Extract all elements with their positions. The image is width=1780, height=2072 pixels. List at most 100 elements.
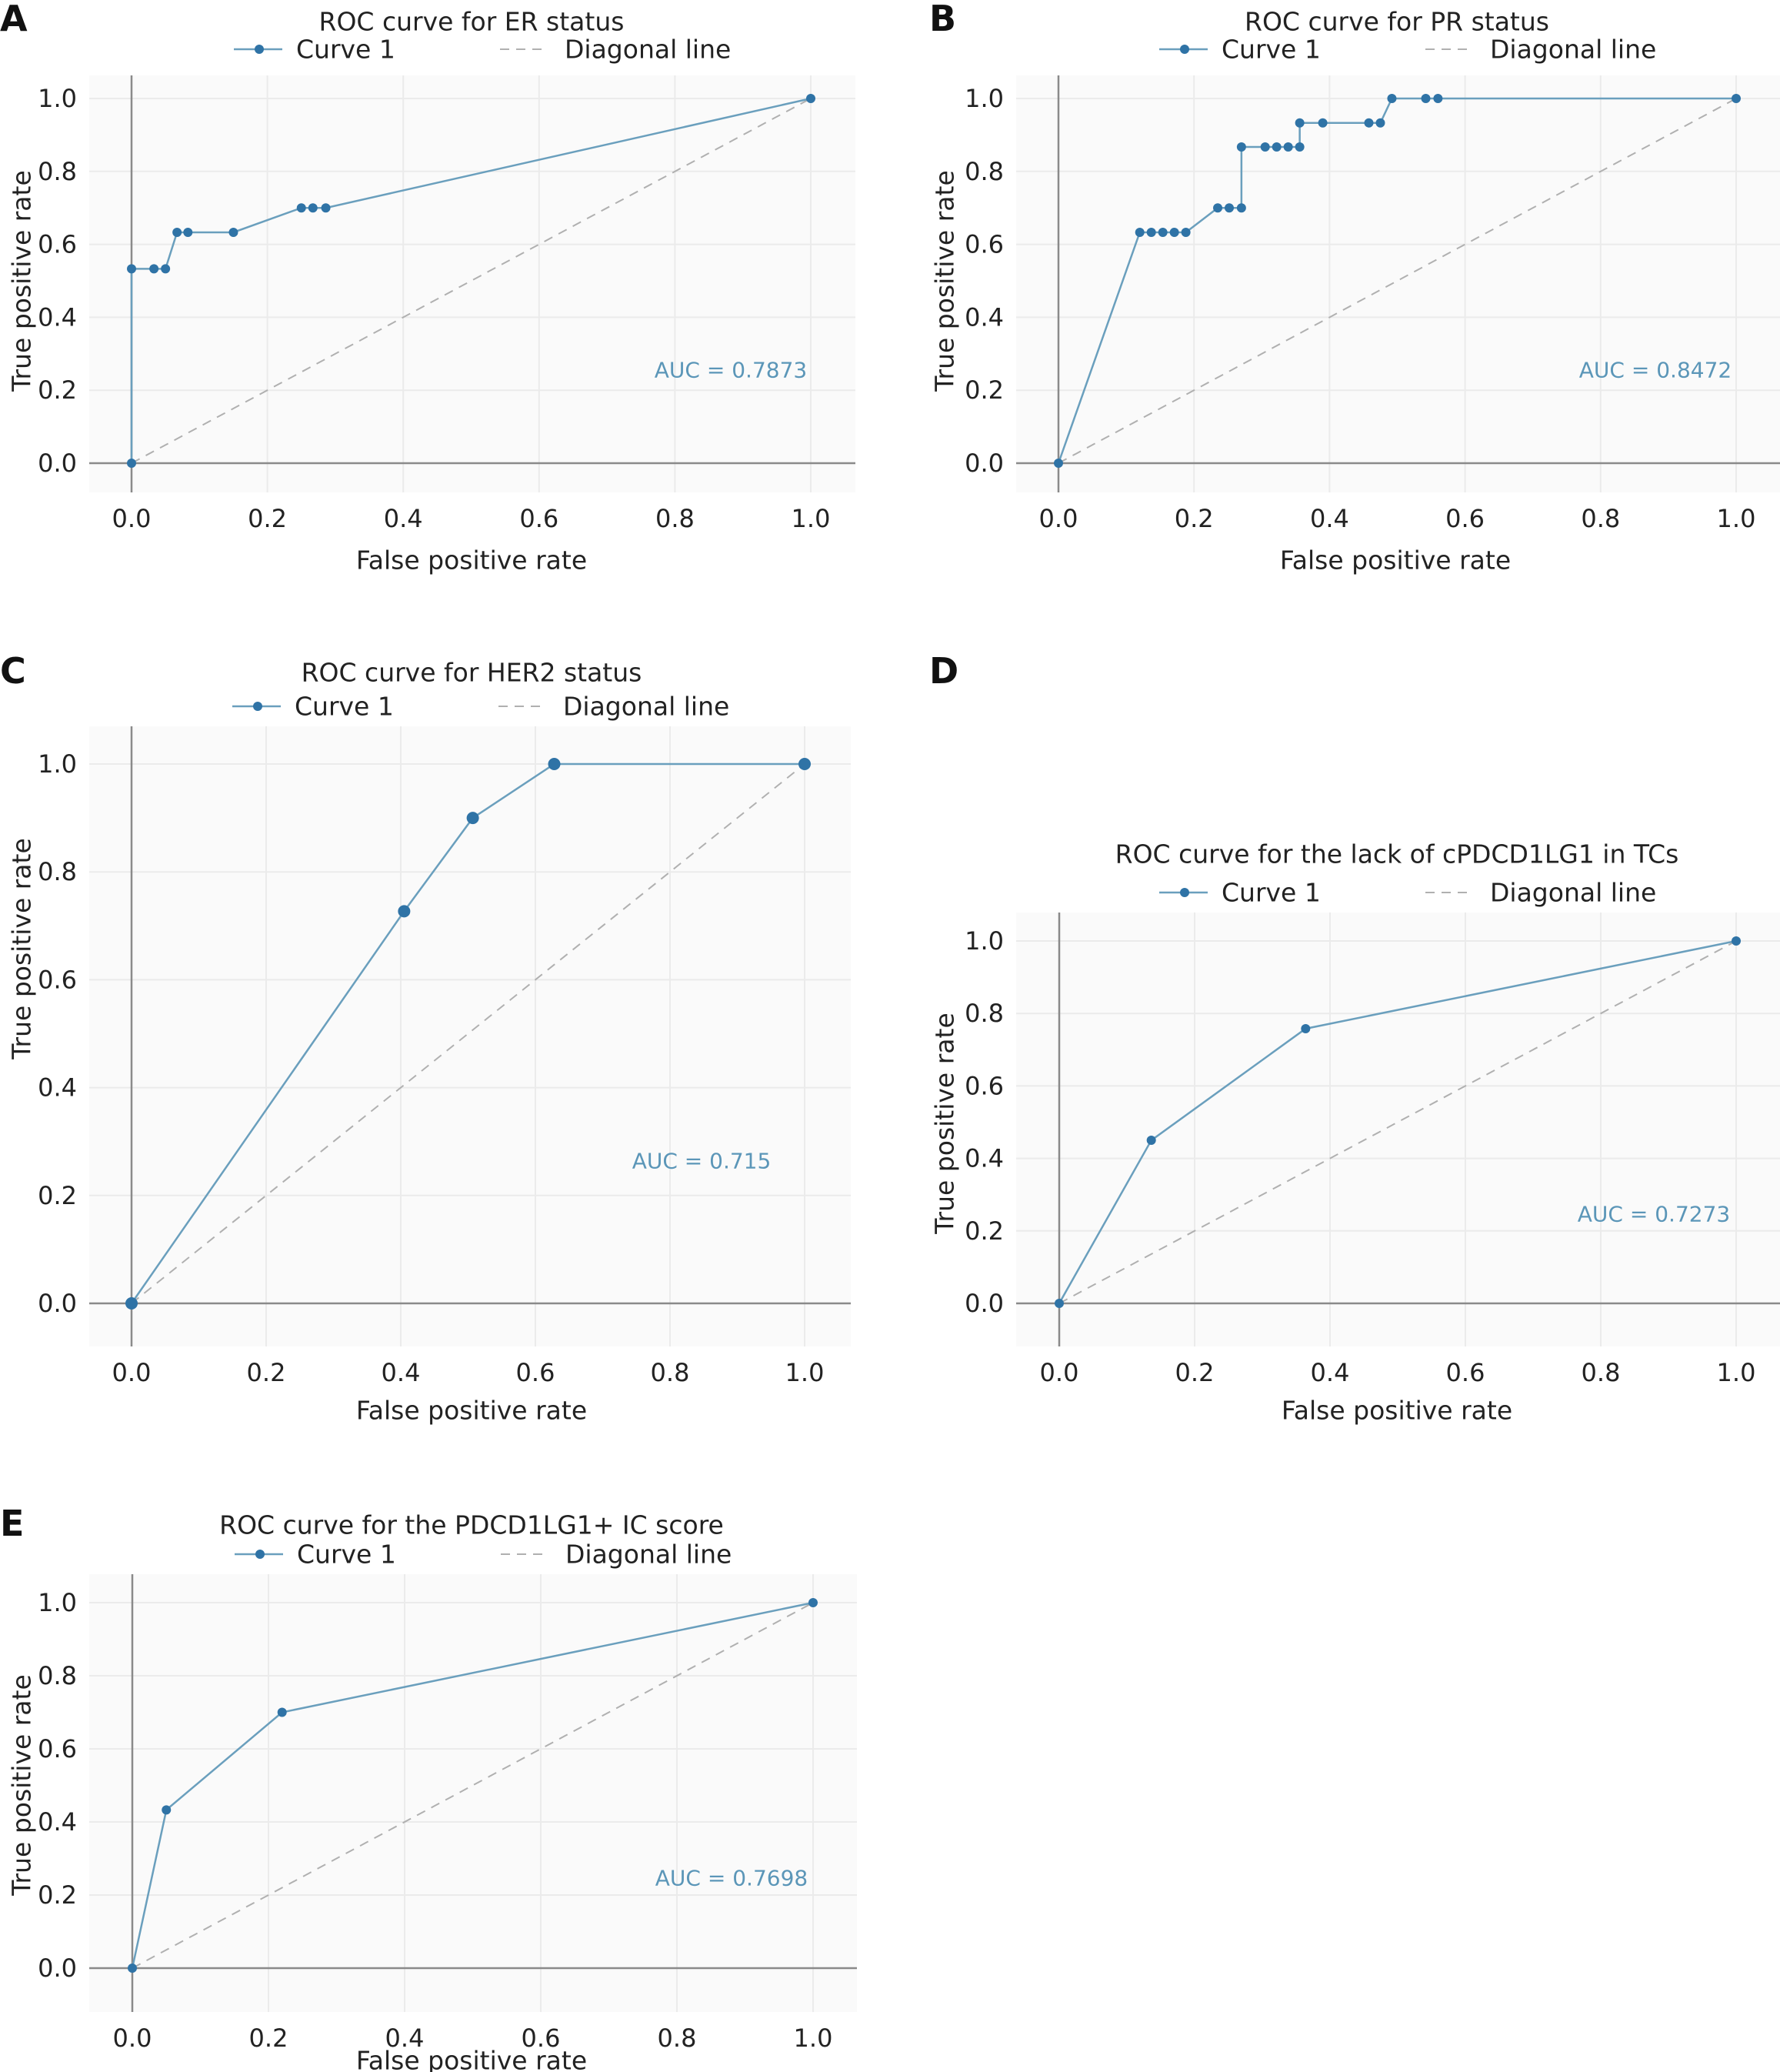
y-axis-label: True positive rate (930, 1013, 960, 1235)
roc-point (1146, 227, 1156, 237)
roc-point (1732, 936, 1741, 946)
roc-point (1236, 203, 1246, 213)
roc-point (308, 203, 318, 213)
x-tick-label: 0.2 (249, 2024, 288, 2053)
y-tick-label: 1.0 (38, 1588, 77, 1617)
panel-letter-e: E (0, 1503, 24, 1544)
roc-point (183, 227, 193, 237)
y-axis-label: True positive rate (930, 170, 960, 392)
x-tick-label: 0.6 (519, 504, 558, 533)
chart-title: ROC curve for HER2 status (302, 658, 642, 688)
plot-area-a (89, 75, 855, 492)
roc-point (125, 1297, 138, 1310)
x-tick-label: 1.0 (1717, 504, 1756, 533)
x-tick-label: 0.6 (1445, 504, 1485, 533)
x-tick-label: 1.0 (1717, 1358, 1756, 1387)
x-axis-label: False positive rate (1280, 546, 1511, 576)
roc-point (1054, 459, 1063, 468)
roc-point (1272, 142, 1282, 152)
roc-point (162, 1805, 172, 1815)
y-tick-label: 0.0 (38, 1954, 77, 1983)
roc-point (808, 1598, 818, 1607)
panel-d: D 0.0 0.2 0.4 0.6 0.8 1.0 0.0 0.2 0.4 0.6 0.8 1.0 Fal… (929, 650, 1780, 1426)
roc-point (466, 812, 479, 825)
y-tick-label: 0.0 (965, 449, 1004, 478)
x-tick-label: 0.4 (385, 2024, 425, 2053)
legend: Curve 1 Diagonal line (235, 1540, 732, 1570)
x-tick-label: 0.0 (112, 1358, 152, 1387)
legend-label: Curve 1 (297, 1540, 396, 1570)
y-tick-label: 0.8 (965, 999, 1004, 1028)
y-tick-label: 0.6 (965, 230, 1004, 259)
x-tick-label: 0.8 (651, 1358, 690, 1387)
x-tick-label: 0.4 (382, 1358, 421, 1387)
plot-area-d (1016, 913, 1780, 1346)
panel-letter-d: D (929, 650, 958, 692)
roc-point (127, 264, 136, 274)
roc-point (798, 758, 811, 770)
y-tick-label: 1.0 (38, 749, 77, 779)
roc-point (1295, 142, 1305, 152)
y-tick-label: 0.0 (965, 1289, 1004, 1318)
roc-point (1732, 94, 1741, 103)
roc-point (548, 758, 561, 770)
roc-point (149, 264, 159, 274)
x-tick-label: 1.0 (794, 2024, 833, 2053)
panel-a: A 0.0 0.2 0.4 0.6 0.8 1.0 0.0 0.2 0.4 0.6 0.8 1.0 Fal… (0, 0, 855, 576)
x-tick-label: 0.6 (1446, 1358, 1485, 1387)
y-tick-label: 0.4 (965, 1144, 1004, 1173)
panel-letter-c: C (0, 650, 26, 692)
chart-title: ROC curve for the lack of cPDCD1LG1 in T… (1115, 839, 1679, 869)
x-tick-label: 0.8 (655, 504, 695, 533)
y-tick-label: 0.6 (38, 230, 77, 259)
y-tick-label: 0.2 (38, 1880, 77, 1910)
x-tick-label: 0.2 (248, 504, 287, 533)
roc-point (1295, 118, 1305, 128)
legend-label: Diagonal line (565, 35, 731, 65)
y-tick-label: 1.0 (38, 84, 77, 113)
legend: Curve 1 Diagonal line (232, 692, 729, 722)
chart-title: ROC curve for ER status (319, 7, 625, 37)
x-axis-label: False positive rate (356, 2046, 587, 2072)
x-tick-label: 0.6 (522, 2024, 561, 2053)
roc-point (1433, 94, 1443, 103)
legend: Curve 1 Diagonal line (1159, 878, 1656, 908)
roc-point (1301, 1023, 1311, 1033)
legend-label: Curve 1 (296, 35, 395, 65)
chart-title: ROC curve for PR status (1245, 7, 1549, 37)
roc-curve-line (131, 1601, 814, 1969)
roc-point (806, 94, 815, 103)
roc-point (1364, 118, 1374, 128)
y-axis-label: True positive rate (7, 1674, 37, 1897)
legend-label: Diagonal line (563, 692, 729, 722)
x-tick-label: 0.4 (1311, 1358, 1350, 1387)
roc-point (1181, 227, 1191, 237)
y-tick-label: 0.0 (38, 1289, 77, 1318)
x-axis-label: False positive rate (1282, 1396, 1512, 1426)
legend-curve-marker (1180, 888, 1189, 897)
panel-letter-b: B (929, 0, 956, 39)
legend-label: Diagonal line (565, 1540, 732, 1570)
roc-point (228, 227, 238, 237)
x-axis-label: False positive rate (356, 1396, 587, 1426)
roc-point (1146, 1136, 1156, 1146)
chart-title: ROC curve for the PDCD1LG1+ IC score (219, 1510, 724, 1540)
roc-point (1213, 203, 1223, 213)
y-axis-label: True positive rate (7, 838, 37, 1060)
x-tick-label: 0.0 (1039, 504, 1078, 533)
panel-b: B 0.0 0.2 0.4 0.6 0.8 1.0 0.0 0.2 0.4 0.6 0.8 1.0 Fal… (929, 0, 1780, 576)
roc-point (1421, 94, 1431, 103)
y-tick-label: 0.4 (38, 1807, 77, 1837)
legend-label: Curve 1 (1222, 35, 1321, 65)
roc-point (1283, 142, 1293, 152)
legend-curve-marker (1180, 45, 1189, 54)
y-tick-label: 0.2 (38, 1181, 77, 1210)
auc-label: AUC = 0.7698 (655, 1866, 808, 1891)
roc-curve-line (1058, 939, 1737, 1304)
roc-curve-line (1057, 97, 1736, 464)
roc-point (1236, 142, 1246, 152)
roc-point (1055, 1299, 1064, 1308)
x-tick-label: 0.8 (1581, 504, 1620, 533)
roc-point (1135, 227, 1145, 237)
